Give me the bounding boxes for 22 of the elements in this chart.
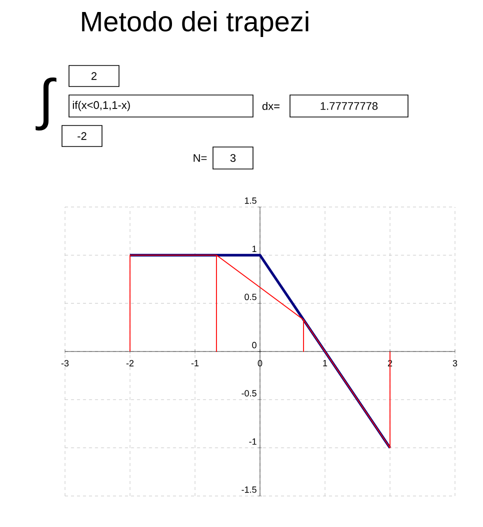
x-tick-label: 1 (323, 360, 328, 366)
x-tick-label: -2 (126, 360, 134, 366)
text: if(x<0,1,1-x) (72, 100, 130, 112)
x-tick-label: 0 (258, 360, 262, 366)
y-tick-label: -1 (249, 438, 256, 445)
x-tick-label: -1 (191, 360, 199, 366)
y-tick-label: 1 (252, 246, 256, 252)
x-tick-label: 3 (452, 360, 458, 366)
y-tick-label: -1.5 (242, 486, 256, 493)
text: dx= (262, 102, 280, 110)
y-tick-label: 0 (252, 342, 256, 348)
text: 1.77777778 (320, 102, 378, 110)
chart-title: Metodo dei trapezi (82, 10, 308, 38)
y-tick-label: 0.5 (244, 294, 256, 300)
text: 2 (91, 72, 97, 80)
text: ∫ (36, 77, 56, 131)
y-tick-label: -0.5 (242, 390, 256, 396)
text: 3 (230, 154, 236, 162)
text: N= (194, 154, 207, 162)
y-tick-label: 1.5 (244, 198, 256, 204)
text: -2 (78, 132, 86, 140)
x-tick-label: -3 (61, 360, 69, 366)
